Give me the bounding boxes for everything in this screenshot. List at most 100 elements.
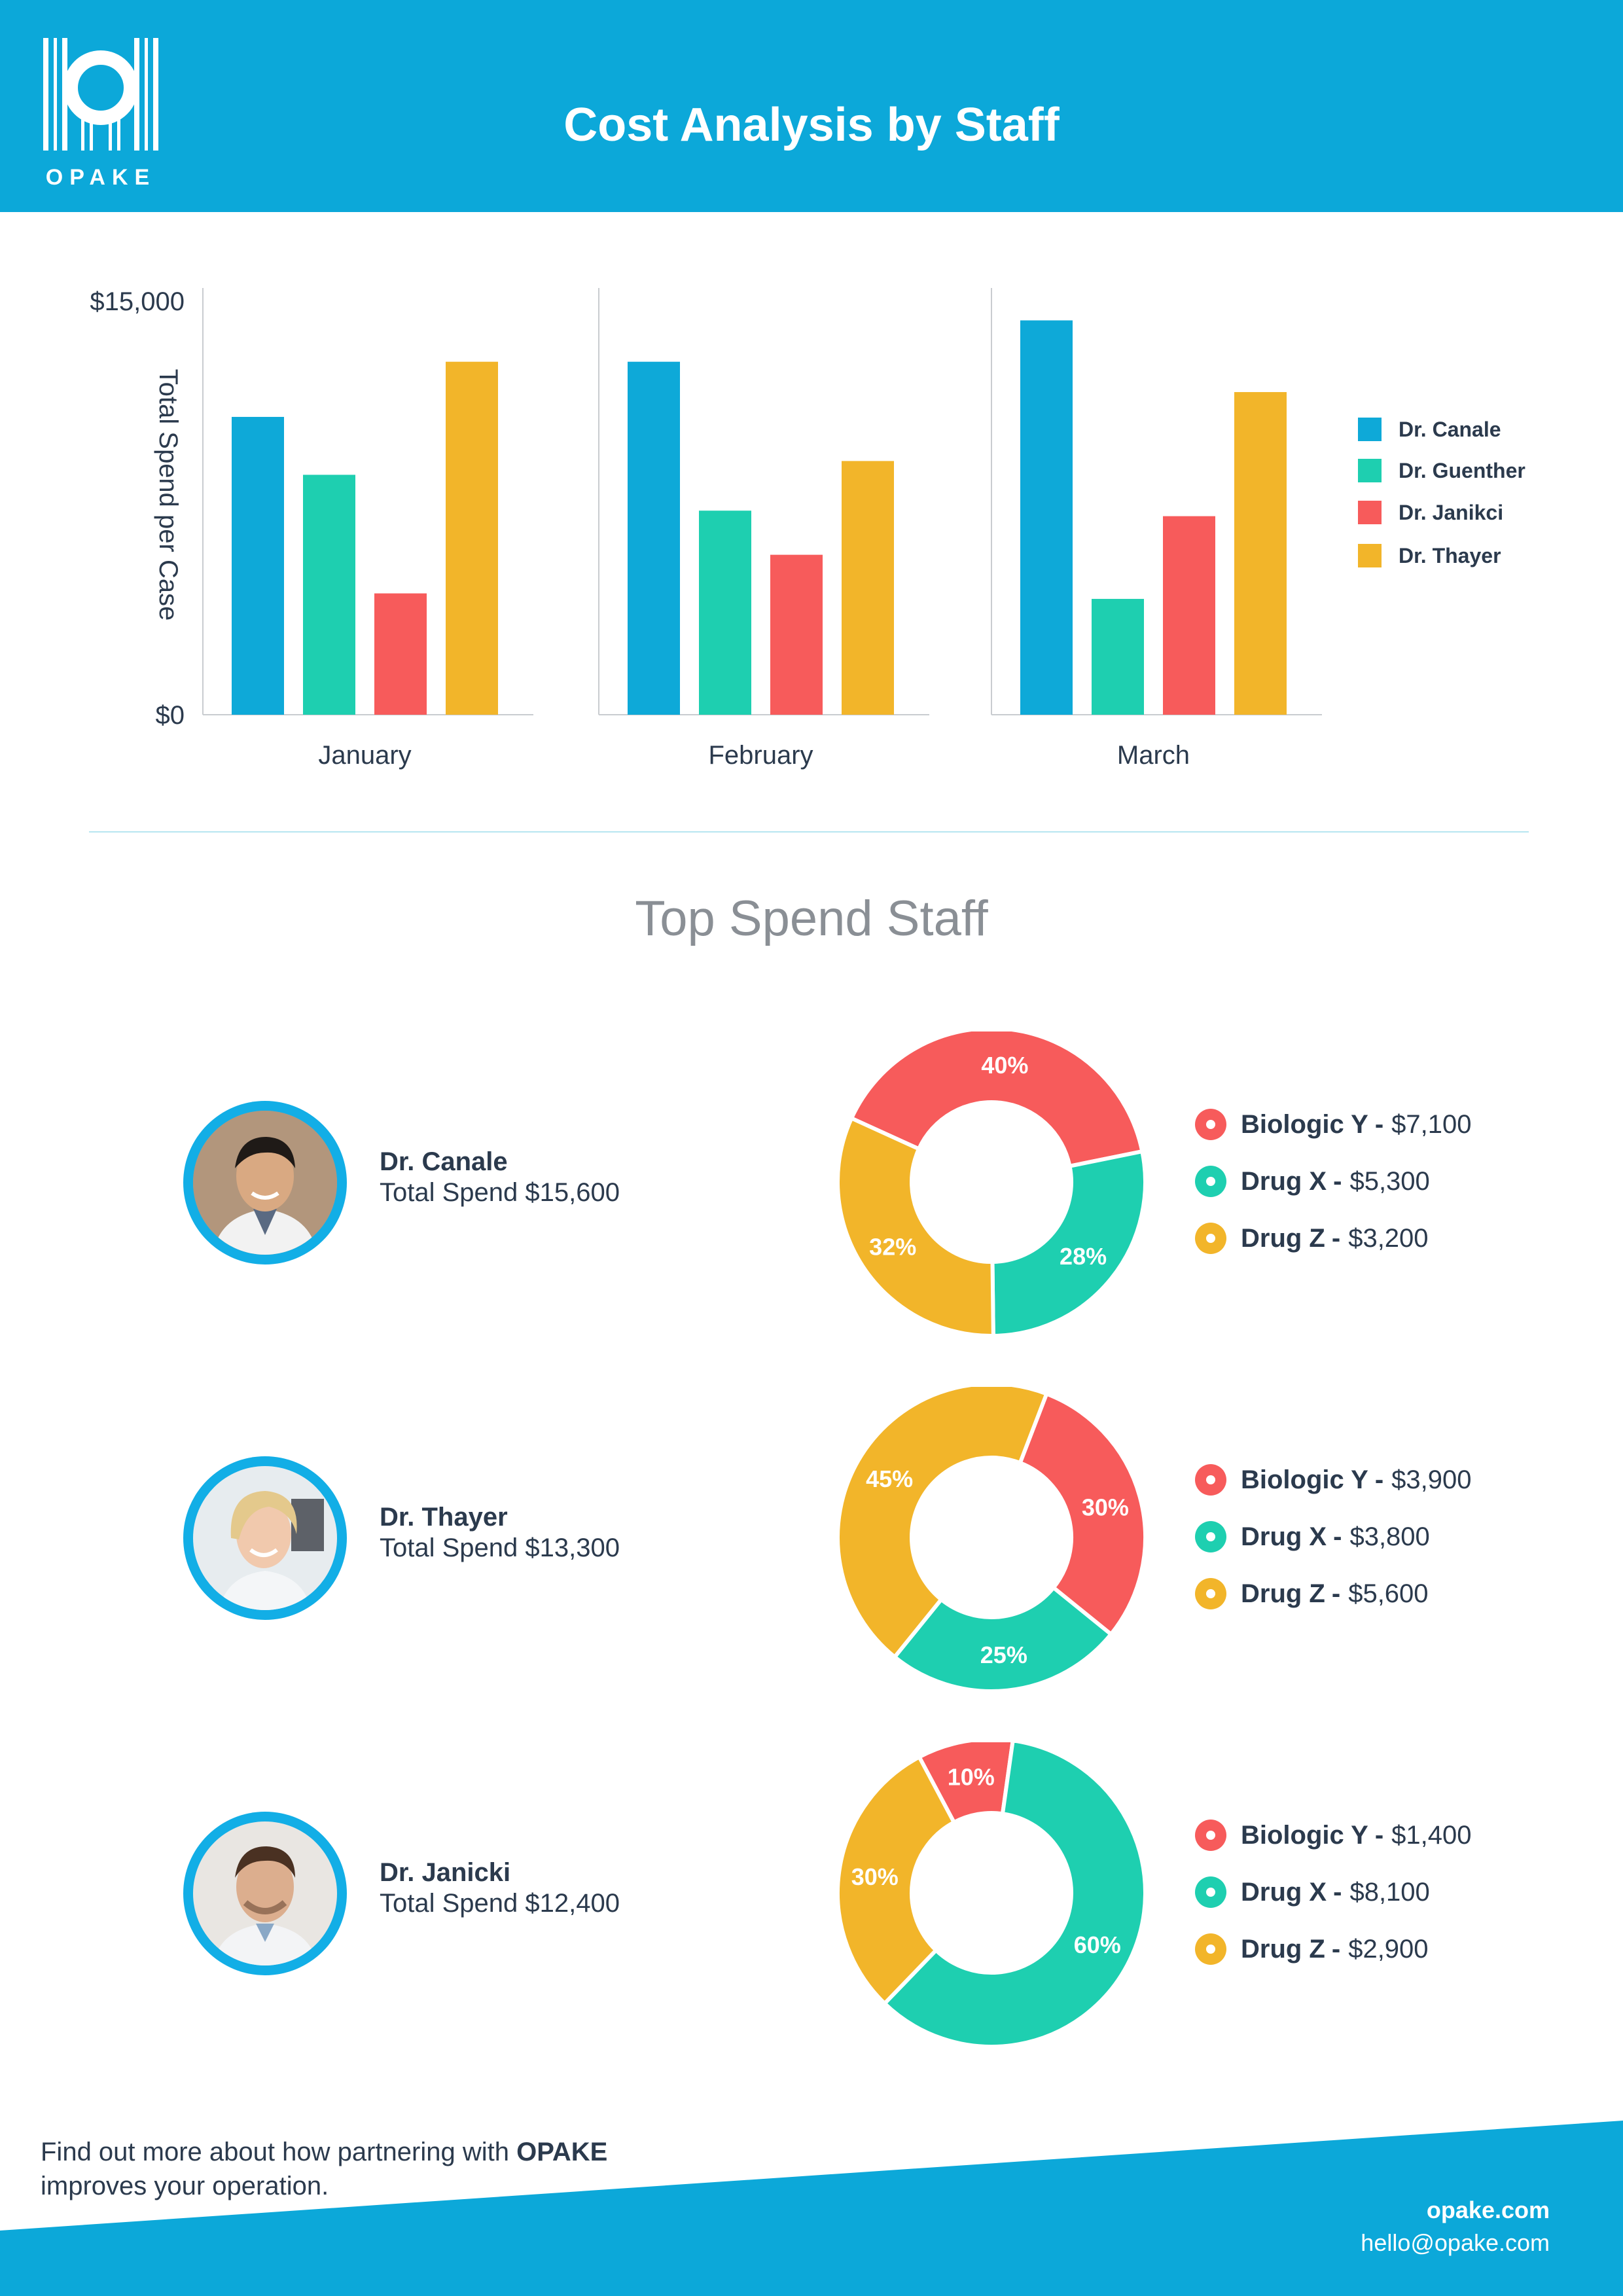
donut-percent-label: 25% — [980, 1641, 1027, 1668]
bar-chart: $15,000 $0 Total Spend per Case January Febr… — [90, 287, 1525, 770]
donut-percent-label: 32% — [869, 1233, 916, 1260]
legend-dot-icon — [1195, 1464, 1226, 1496]
staff-block: Dr. Thayer Total Spend $13,300 30% 25% 45%… — [0, 1376, 1623, 1717]
y-axis-label: Total Spend per Case — [154, 369, 183, 621]
footer-text-before: Find out more about how partnering with — [41, 2138, 517, 2166]
bar — [1020, 320, 1073, 715]
donut-chart: 30% 25% 45% — [836, 1387, 1147, 1693]
legend-dot-icon — [1195, 1578, 1226, 1609]
woman-portrait-icon — [193, 1466, 337, 1610]
legend-label: Drug X — [1241, 1166, 1327, 1196]
legend-amount: $3,800 — [1349, 1522, 1430, 1551]
legend-item: Drug X- $3,800 — [1195, 1517, 1430, 1556]
staff-block: Dr. Canale Total Spend $15,600 40% 28% 32%… — [0, 1021, 1623, 1361]
footer-band — [0, 2121, 1623, 2296]
legend-label: Drug Z — [1241, 1934, 1325, 1964]
legend-swatch — [1358, 459, 1382, 482]
legend-label: Dr. Guenther — [1399, 459, 1525, 482]
donut-percent-label: 60% — [1074, 1931, 1121, 1958]
legend-dot-icon — [1195, 1521, 1226, 1552]
legend-amount: $7,100 — [1391, 1109, 1472, 1139]
logo-text: OPAKE — [45, 165, 156, 190]
legend-label: Drug Z — [1241, 1579, 1325, 1608]
footer-text-after: improves your operation. — [41, 2172, 329, 2200]
avatar — [183, 1101, 347, 1265]
opake-logo: OPAKE — [42, 37, 160, 190]
legend-label: Drug X — [1241, 1522, 1327, 1551]
donut-slice — [916, 1742, 1015, 1825]
donut-slice — [836, 1115, 995, 1338]
donut-slice — [836, 1387, 1050, 1660]
legend-item: Drug X- $8,100 — [1195, 1873, 1430, 1912]
staff-name: Dr. Janicki — [380, 1858, 511, 1887]
legend-dot-icon — [1195, 1933, 1226, 1965]
donut-percent-label: 45% — [866, 1465, 913, 1492]
legend-amount: $8,100 — [1349, 1877, 1430, 1907]
legend-label: Biologic Y — [1241, 1465, 1368, 1494]
legend-swatch — [1358, 544, 1382, 567]
legend-amount: $1,400 — [1391, 1820, 1472, 1850]
bar — [1234, 392, 1287, 715]
legend-item: Biologic Y- $3,900 — [1195, 1460, 1472, 1499]
legend-label: Biologic Y — [1241, 1109, 1368, 1139]
staff-total: Total Spend $13,300 — [380, 1534, 620, 1562]
legend-item: Drug Z- $3,200 — [1195, 1219, 1429, 1258]
legend-label: Dr. Janikci — [1399, 501, 1503, 524]
donut-chart: 10% 60% 30% — [836, 1742, 1147, 2049]
bar — [303, 475, 355, 715]
legend-amount: $5,300 — [1349, 1166, 1430, 1196]
legend-label: Drug Z — [1241, 1223, 1325, 1253]
donut-slice — [1017, 1391, 1147, 1638]
staff-total: Total Spend $15,600 — [380, 1178, 620, 1207]
donut-slice — [990, 1149, 1147, 1338]
donut-percent-label: 30% — [1082, 1494, 1129, 1520]
donut-percent-label: 10% — [948, 1764, 995, 1791]
staff-total: Total Spend $12,400 — [380, 1889, 620, 1918]
legend-dot-icon — [1195, 1166, 1226, 1197]
section-title: Top Spend Staff — [635, 891, 988, 946]
legend-amount: $2,900 — [1348, 1934, 1429, 1964]
legend-amount: $3,200 — [1348, 1223, 1429, 1253]
staff-name: Dr. Thayer — [380, 1503, 508, 1532]
man-portrait-icon — [193, 1111, 337, 1255]
donut-percent-label: 28% — [1060, 1243, 1107, 1270]
bar — [232, 416, 284, 715]
legend-label: Biologic Y — [1241, 1820, 1368, 1850]
bar — [1092, 599, 1144, 715]
page-title: Cost Analysis by Staff — [563, 99, 1060, 151]
x-tick-label: March — [1117, 741, 1190, 770]
footer-brand: OPAKE — [516, 2138, 608, 2166]
section-divider — [89, 831, 1529, 833]
bar — [446, 361, 498, 715]
donut-slice — [849, 1031, 1145, 1169]
legend-item: Drug Z- $2,900 — [1195, 1929, 1429, 1969]
legend-swatch — [1358, 418, 1382, 441]
footer-message: Find out more about how partnering with … — [41, 2135, 826, 2203]
barcode-logo-icon — [43, 38, 158, 151]
legend-label: Drug X — [1241, 1877, 1327, 1907]
legend-item: Biologic Y- $7,100 — [1195, 1105, 1472, 1144]
bar — [1163, 516, 1215, 715]
donut-slice — [836, 1754, 957, 2007]
donut-chart: 40% 28% 32% — [836, 1031, 1147, 1338]
website-link[interactable]: opake.com — [1426, 2197, 1550, 2223]
legend-amount: $5,600 — [1348, 1579, 1429, 1608]
legend-dot-icon — [1195, 1876, 1226, 1908]
donut-slice — [882, 1742, 1147, 2049]
legend-amount: $3,900 — [1391, 1465, 1472, 1494]
donut-percent-label: 40% — [981, 1052, 1028, 1079]
y-tick-label: $0 — [156, 701, 185, 730]
donut-percent-label: 30% — [851, 1863, 899, 1890]
legend-item: Drug X- $5,300 — [1195, 1162, 1430, 1201]
bar — [842, 461, 894, 715]
email-link[interactable]: hello@opake.com — [1361, 2229, 1550, 2256]
staff-name: Dr. Canale — [380, 1147, 508, 1176]
legend-swatch — [1358, 501, 1382, 524]
avatar — [183, 1456, 347, 1620]
man-portrait-icon — [193, 1821, 337, 1965]
avatar — [183, 1812, 347, 1975]
donut-slice — [891, 1585, 1114, 1693]
legend-item: Drug Z- $5,600 — [1195, 1574, 1429, 1613]
x-tick-label: January — [318, 741, 411, 770]
legend-item: Biologic Y- $1,400 — [1195, 1816, 1472, 1855]
